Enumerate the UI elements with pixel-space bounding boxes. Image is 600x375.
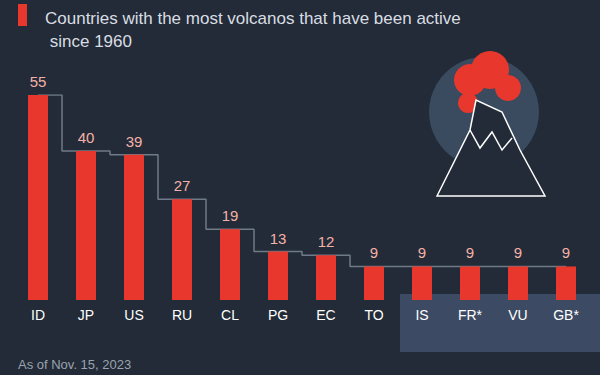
- svg-text:19: 19: [222, 207, 239, 224]
- svg-text:PG: PG: [268, 307, 288, 323]
- svg-text:JP: JP: [78, 307, 94, 323]
- svg-text:FR*: FR*: [458, 307, 483, 323]
- svg-text:9: 9: [370, 244, 378, 261]
- svg-text:9: 9: [514, 244, 522, 261]
- svg-text:13: 13: [270, 230, 287, 247]
- svg-text:40: 40: [78, 129, 95, 146]
- svg-text:US: US: [124, 307, 143, 323]
- svg-text:9: 9: [466, 244, 474, 261]
- svg-text:As of Nov. 15, 2023: As of Nov. 15, 2023: [18, 357, 131, 372]
- svg-text:39: 39: [126, 133, 143, 150]
- svg-text:CL: CL: [221, 307, 239, 323]
- svg-text:ID: ID: [31, 307, 45, 323]
- svg-text:55: 55: [30, 73, 47, 90]
- svg-text:since 1960: since 1960: [45, 32, 132, 51]
- svg-text:TO: TO: [364, 307, 383, 323]
- svg-text:GB*: GB*: [553, 307, 579, 323]
- svg-text:IS: IS: [415, 307, 428, 323]
- svg-text:27: 27: [174, 177, 191, 194]
- svg-text:Countries with the most volcan: Countries with the most volcanos that ha…: [45, 9, 461, 28]
- svg-text:VU: VU: [508, 307, 527, 323]
- svg-text:9: 9: [418, 244, 426, 261]
- svg-text:12: 12: [318, 233, 335, 250]
- svg-text:EC: EC: [316, 307, 335, 323]
- svg-text:RU: RU: [172, 307, 192, 323]
- svg-text:9: 9: [562, 244, 570, 261]
